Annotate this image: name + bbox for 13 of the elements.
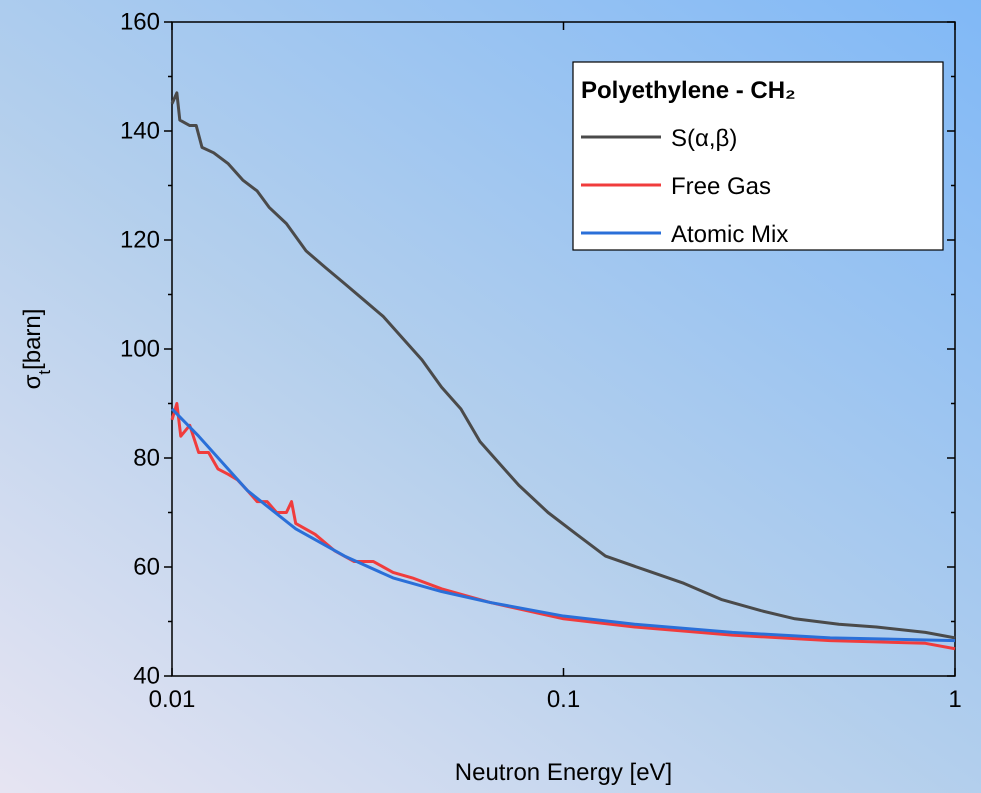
y-tick-label: 120 <box>120 226 160 254</box>
legend-label: S(α,β) <box>671 125 738 152</box>
y-tick-label: 100 <box>120 336 160 363</box>
y-tick-label: 60 <box>133 554 160 581</box>
x-axis-title: Neutron Energy [eV] <box>454 759 672 786</box>
legend-title: Polyethylene - CH₂ <box>581 77 796 104</box>
legend-label: Free Gas <box>671 173 772 200</box>
y-tick-label: 160 <box>120 8 160 36</box>
x-tick-label: 1 <box>948 686 962 714</box>
y-tick-label: 140 <box>120 118 160 145</box>
x-tick-label: 0.1 <box>546 686 580 714</box>
legend-label: Atomic Mix <box>671 221 788 248</box>
y-tick-label: 80 <box>133 444 160 472</box>
